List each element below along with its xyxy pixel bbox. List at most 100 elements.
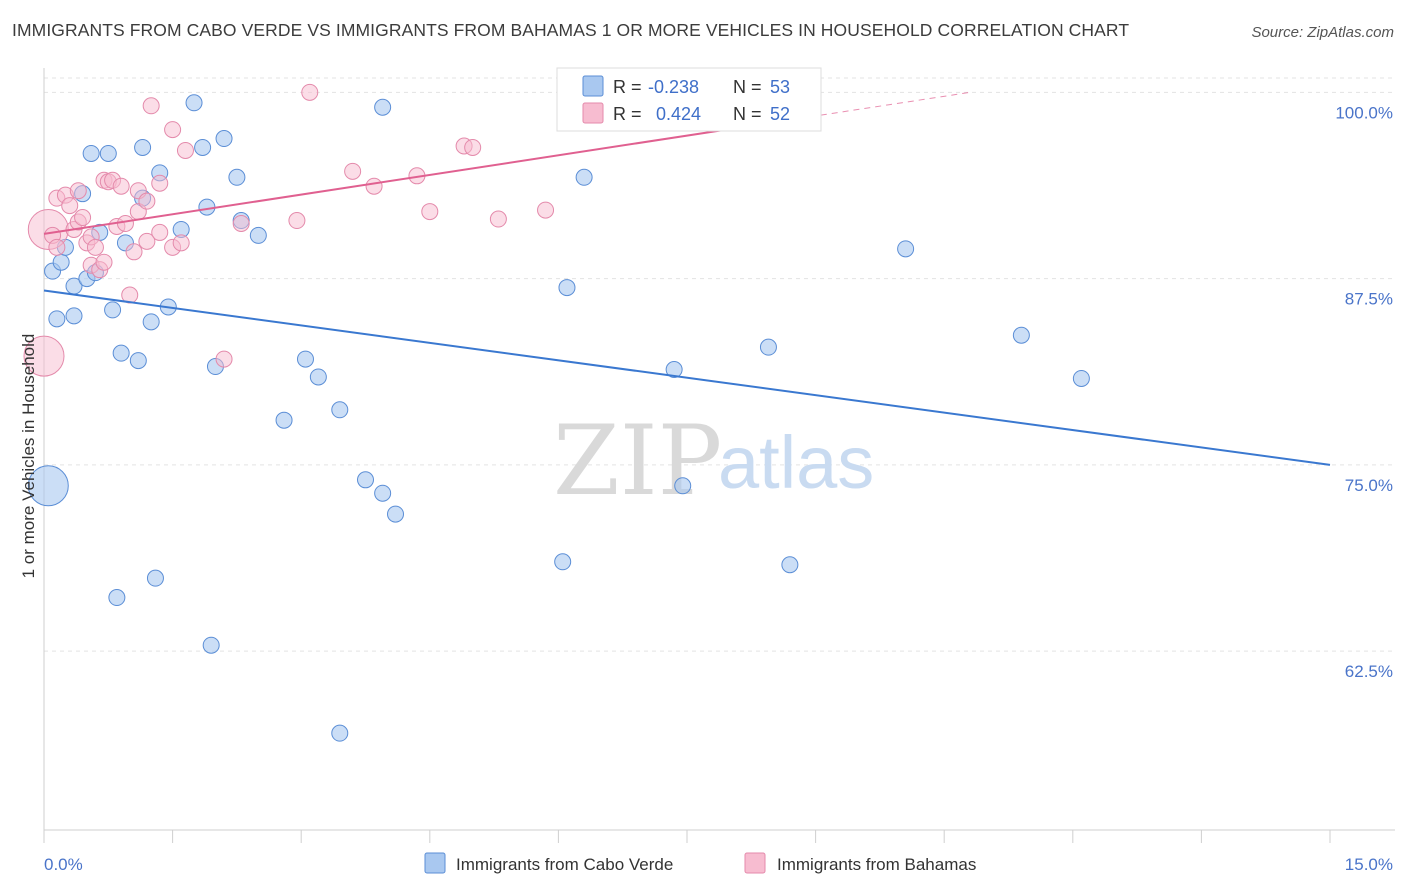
y-tick-label: 100.0% [1335,103,1393,122]
cabo-verde-point [228,168,246,186]
cabo-verde-point [309,368,327,386]
chart-title: IMMIGRANTS FROM CABO VERDE VS IMMIGRANTS… [12,20,1130,40]
cabo-verde-trend-line [43,289,1331,466]
x-tick-labels: 0.0% 15.0% [44,855,1393,874]
cabo-verde-point [374,98,392,116]
stats-r-value-bahamas: 0.424 [656,104,701,124]
bahamas-point [365,177,383,195]
data-points [23,83,1090,742]
cabo-verde-point [665,361,683,379]
bahamas-point [125,243,143,261]
stats-n-value-cabo-verde: 53 [770,77,790,97]
cabo-verde-point [275,411,293,429]
stats-n-value-bahamas: 52 [770,104,790,124]
cabo-verde-point [674,477,692,495]
bahamas-point [172,234,190,252]
bahamas-point [61,197,79,215]
cabo-verde-point [202,636,220,654]
bahamas-point [421,203,439,221]
bahamas-point [288,212,306,230]
cabo-verde-point [781,556,799,574]
axes [43,68,1395,843]
legend-swatch-cabo-verde [424,852,446,874]
bahamas-point [176,141,194,159]
cabo-verde-point [65,307,83,325]
cabo-verde-point [52,253,70,271]
bahamas-point [151,223,169,241]
cabo-verde-point [198,198,216,216]
y-tick-label: 62.5% [1345,662,1393,681]
y-tick-labels: 62.5% 75.0% 87.5% 100.0% [1335,103,1393,681]
bahamas-point [489,210,507,228]
bahamas-point [48,238,66,256]
cabo-verde-point [112,344,130,362]
bahamas-point [164,121,182,139]
watermark-zip: ZIP [553,405,722,517]
y-tick-label: 75.0% [1345,476,1393,495]
bahamas-point [112,177,130,195]
cabo-verde-point [249,226,267,244]
bahamas-point [151,174,169,192]
source-label: Source: ZipAtlas.com [1251,24,1394,41]
bahamas-point [86,238,104,256]
cabo-verde-point [897,240,915,258]
cabo-verde-point [48,310,66,328]
y-axis-label: 1 or more Vehicles in Household [19,334,38,579]
bahamas-point [232,214,250,232]
cabo-verde-point [104,301,122,319]
cabo-verde-point [215,130,233,148]
cabo-verde-point [146,569,164,587]
cabo-verde-point [194,138,212,156]
cabo-verde-point [374,484,392,502]
bahamas-point [215,350,233,368]
cabo-verde-point [185,94,203,112]
bahamas-point [69,182,87,200]
stats-r-value-cabo-verde: -0.238 [648,77,699,97]
cabo-verde-point [575,168,593,186]
y-tick-label: 87.5% [1345,290,1393,309]
stats-r-label-cabo-verde: R = [613,77,642,97]
stats-n-label-cabo-verde: N = [733,77,762,97]
cabo-verde-point [558,279,576,297]
stats-legend: R = -0.238 N = 53 R = 0.424 N = 52 [556,67,822,132]
stats-swatch-cabo-verde [582,75,604,97]
cabo-verde-point [554,553,572,571]
watermark-atlas: atlas [718,421,874,504]
x-tick-label-max: 15.0% [1345,855,1393,874]
bahamas-trend-line [43,124,756,235]
cabo-verde-point [129,352,147,370]
bahamas-point [138,192,156,210]
x-tick-label-min: 0.0% [44,855,83,874]
cabo-verde-point [357,471,374,489]
cabo-verde-point [331,724,349,742]
cabo-verde-point [387,505,405,523]
cabo-verde-point [99,144,117,162]
cabo-verde-point [296,350,314,368]
bahamas-point [138,232,156,250]
bahamas-point [74,209,92,227]
stats-swatch-bahamas [582,102,604,124]
watermark: ZIP atlas [553,405,874,517]
cabo-verde-point [1072,369,1090,387]
stats-n-label-bahamas: N = [733,104,762,124]
bahamas-point [537,201,555,219]
cabo-verde-point [759,338,777,356]
gridlines [44,77,1395,652]
cabo-verde-point [134,138,152,156]
legend-swatch-bahamas [744,852,766,874]
bahamas-point [116,214,134,232]
cabo-verde-point [82,144,100,162]
cabo-verde-point [108,589,126,607]
legend-label-bahamas: Immigrants from Bahamas [777,855,976,874]
bahamas-point [344,162,362,180]
bahamas-point [301,83,319,101]
bottom-legend: Immigrants from Cabo Verde Immigrants fr… [424,852,976,874]
cabo-verde-point [1012,326,1030,344]
bahamas-point [464,138,482,156]
legend-label-cabo-verde: Immigrants from Cabo Verde [456,855,673,874]
bahamas-point [95,253,113,271]
cabo-verde-point [331,401,349,419]
cabo-verde-point [27,465,69,507]
bahamas-point [23,335,65,377]
